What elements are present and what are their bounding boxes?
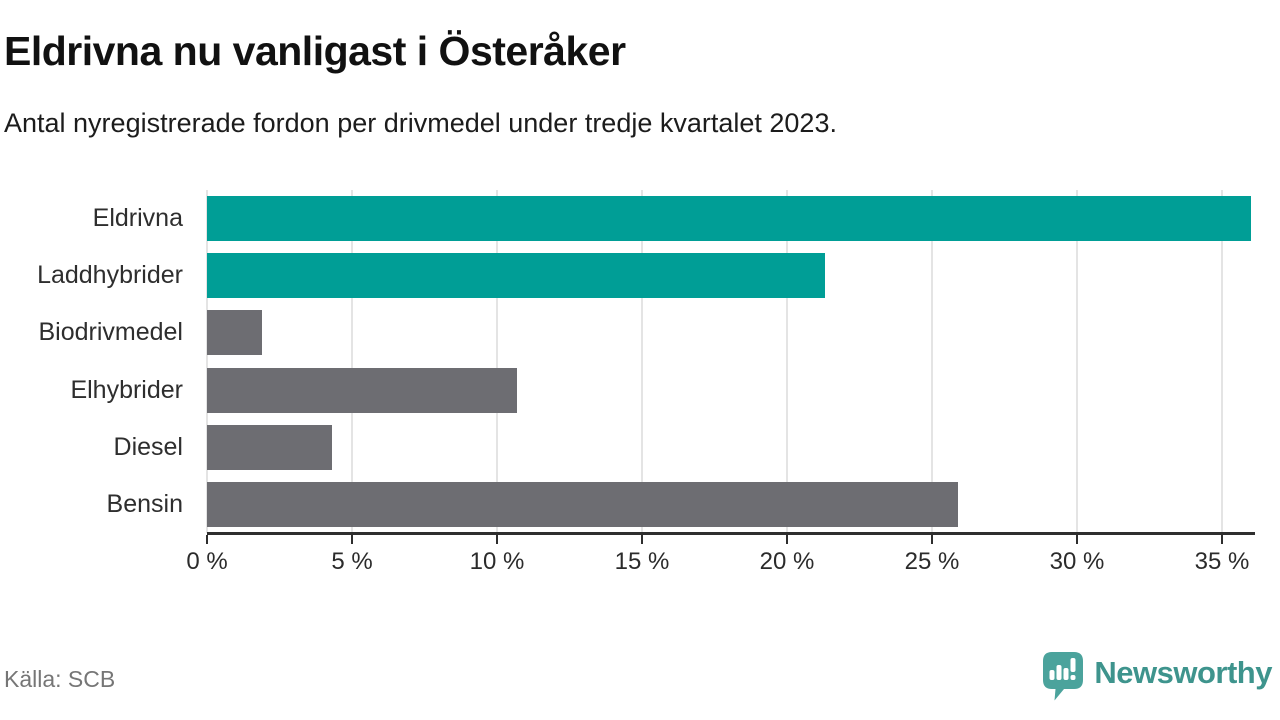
brand-name: Newsworthy [1094, 655, 1272, 690]
x-tick-5 [351, 535, 353, 544]
x-tick-label-20: 20 % [759, 548, 815, 575]
gridline-15 [641, 190, 643, 533]
plot-area [206, 190, 1255, 533]
bar-laddhybrider [207, 253, 825, 299]
category-label-diesel: Diesel [113, 432, 183, 461]
bar-bensin [207, 481, 959, 527]
bar-biodrivmedel [207, 310, 263, 356]
category-label-bensin: Bensin [106, 489, 183, 518]
source-credit: Källa: SCB [4, 666, 116, 692]
x-tick-0 [206, 535, 208, 544]
x-tick-label-25: 25 % [904, 548, 960, 575]
brand-lockup: Newsworthy [1042, 651, 1272, 706]
category-label-biodrivmedel: Biodrivmedel [38, 318, 183, 347]
bar-diesel [207, 424, 332, 470]
gridline-10 [496, 190, 498, 533]
category-label-laddhybrider: Laddhybrider [37, 261, 183, 290]
gridline-35 [1221, 190, 1223, 533]
gridline-20 [786, 190, 788, 533]
gridline-30 [1076, 190, 1078, 533]
x-tick-label-30: 30 % [1049, 548, 1105, 575]
newsworthy-logo-icon [1042, 651, 1084, 706]
x-tick-15 [641, 535, 643, 544]
x-tick-25 [931, 535, 933, 544]
gridline-0 [206, 190, 208, 533]
page-title: Eldrivna nu vanligast i Österåker [4, 28, 626, 74]
x-tick-10 [496, 535, 498, 544]
bar-elhybrider [207, 367, 518, 413]
category-label-eldrivna: Eldrivna [92, 204, 183, 233]
x-tick-label-5: 5 % [331, 548, 373, 575]
x-tick-label-10: 10 % [469, 548, 525, 575]
x-axis-line [207, 532, 1255, 535]
category-label-elhybrider: Elhybrider [70, 375, 183, 404]
x-tick-30 [1076, 535, 1078, 544]
x-tick-label-0: 0 % [186, 548, 228, 575]
bar-eldrivna [207, 196, 1251, 242]
x-tick-label-35: 35 % [1194, 548, 1250, 575]
gridline-5 [351, 190, 353, 533]
x-tick-label-15: 15 % [614, 548, 670, 575]
gridline-25 [931, 190, 933, 533]
x-tick-35 [1221, 535, 1223, 544]
chart-subtitle: Antal nyregistrerade fordon per drivmede… [4, 108, 837, 138]
x-tick-20 [786, 535, 788, 544]
